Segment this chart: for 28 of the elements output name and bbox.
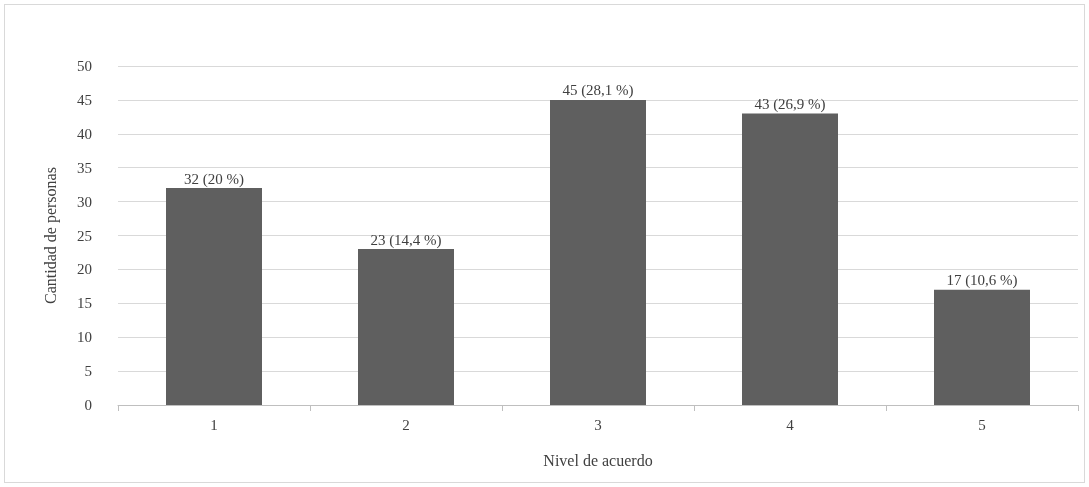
y-tick-label: 15	[77, 295, 92, 312]
y-tick-label: 30	[77, 193, 92, 210]
data-label: 23 (14,4 %)	[370, 231, 442, 249]
x-tick-label: 1	[210, 416, 218, 433]
data-label: 45 (28,1 %)	[562, 82, 634, 100]
bar	[550, 99, 646, 405]
x-tick-label: 5	[978, 416, 986, 433]
y-tick-label: 45	[77, 91, 92, 108]
bar	[742, 113, 838, 405]
bar	[934, 289, 1030, 405]
bar	[358, 249, 454, 405]
y-axis-title: Cantidad de personas	[41, 167, 60, 304]
data-label: 43 (26,9 %)	[754, 95, 826, 113]
y-tick-label: 35	[77, 159, 92, 176]
data-label: 17 (10,6 %)	[946, 272, 1018, 290]
x-tick-label: 2	[402, 416, 410, 433]
x-tick-label: 3	[594, 416, 602, 433]
y-tick-label: 0	[84, 397, 92, 413]
x-tick-label: 4	[786, 416, 795, 433]
y-tick-label: 50	[77, 58, 92, 74]
y-tick-label: 5	[84, 363, 92, 380]
y-tick-label: 10	[77, 329, 92, 346]
y-tick-label: 25	[77, 227, 92, 244]
y-tick-label: 20	[77, 261, 92, 278]
data-label: 32 (20 %)	[184, 170, 244, 188]
x-axis-title: Nivel de acuerdo	[543, 451, 653, 469]
bar	[166, 188, 262, 405]
y-tick-label: 40	[77, 125, 92, 142]
